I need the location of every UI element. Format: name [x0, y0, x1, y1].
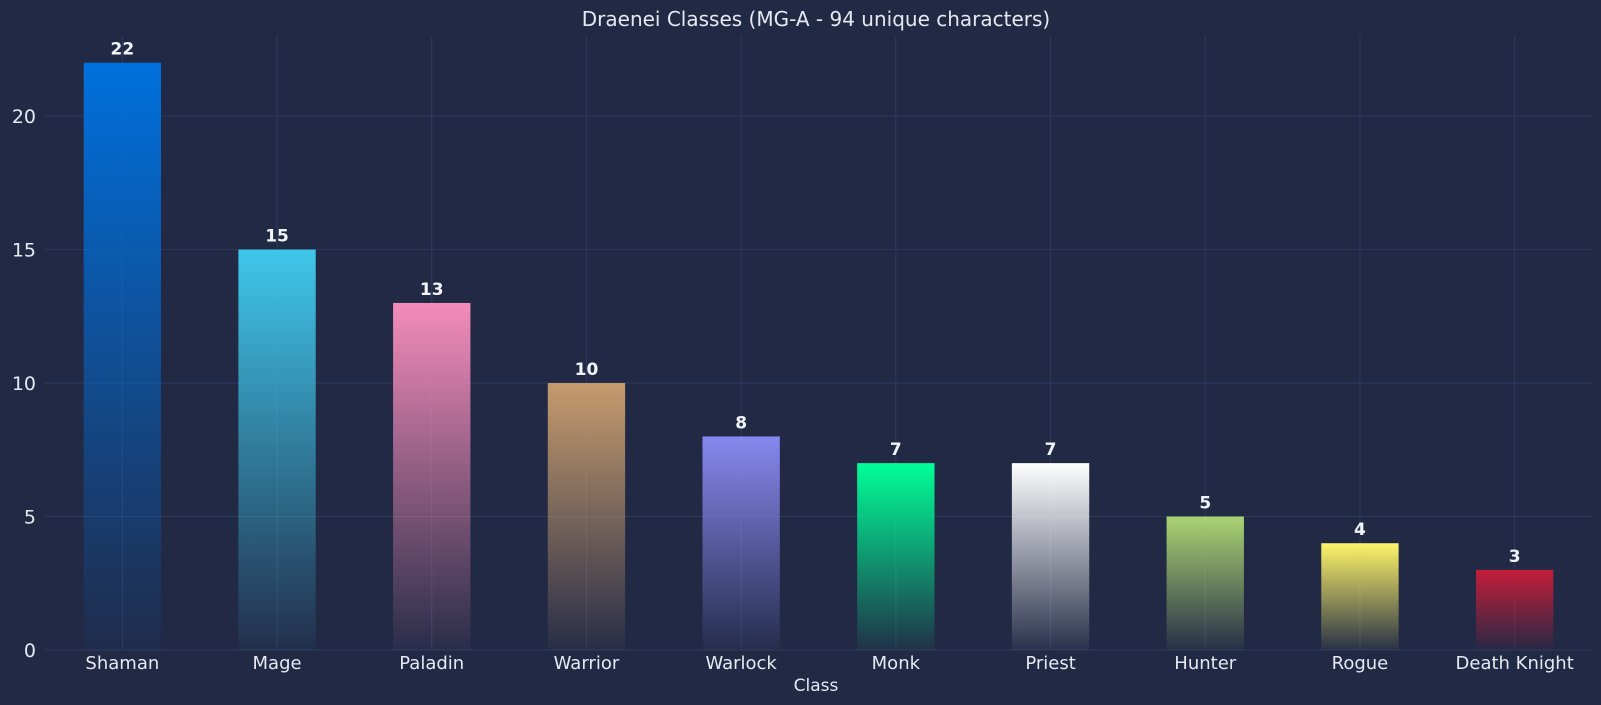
x-tick-label: Warlock: [705, 653, 777, 674]
bar-warrior: [547, 383, 626, 650]
bar-priest: [1011, 463, 1090, 650]
bar-paladin: [393, 302, 471, 650]
x-tick-label: Priest: [1025, 653, 1075, 674]
x-tick-label: Warrior: [554, 653, 620, 674]
y-axis-ticks: 0 5 10 15 20: [12, 106, 36, 662]
x-tick-label: Rogue: [1332, 653, 1389, 674]
data-label: 4: [1354, 520, 1366, 540]
y-tick-label: 10: [12, 373, 36, 395]
data-label: 10: [575, 360, 599, 380]
bar-shaman: [83, 62, 162, 650]
bar-hunter: [1166, 516, 1244, 650]
y-tick-label: 15: [12, 240, 36, 262]
x-axis-label: Class: [794, 676, 839, 696]
x-tick-label: Shaman: [85, 653, 159, 674]
bar-monk: [857, 463, 935, 650]
x-axis-ticks: Shaman Mage Paladin Warrior Warlock Monk Pries…: [85, 653, 1573, 674]
data-label: 13: [420, 280, 444, 300]
data-label: 22: [111, 40, 135, 60]
x-tick-label: Hunter: [1174, 653, 1236, 674]
bar-mage: [238, 249, 316, 650]
data-label: 7: [1045, 440, 1057, 460]
y-tick-label: 5: [24, 507, 36, 529]
x-tick-label: Paladin: [399, 653, 464, 674]
bars: [83, 62, 1554, 650]
chart-title: Draenei Classes (MG-A - 94 unique charac…: [582, 7, 1050, 31]
data-label: 7: [890, 440, 902, 460]
data-label: 5: [1199, 494, 1211, 514]
data-labels: 22 15 13 10 8 7 7 5 4 3: [111, 40, 1521, 567]
x-tick-label: Monk: [872, 653, 921, 674]
y-tick-label: 0: [24, 640, 36, 662]
data-label: 15: [265, 227, 289, 247]
x-tick-label: Mage: [253, 653, 302, 674]
y-tick-label: 20: [12, 106, 36, 128]
bar-warlock: [702, 436, 780, 650]
data-label: 8: [735, 413, 747, 433]
x-tick-label: Death Knight: [1456, 653, 1574, 674]
bar-rogue: [1321, 543, 1399, 650]
bar-death-knight: [1475, 569, 1554, 650]
data-label: 3: [1509, 547, 1521, 567]
